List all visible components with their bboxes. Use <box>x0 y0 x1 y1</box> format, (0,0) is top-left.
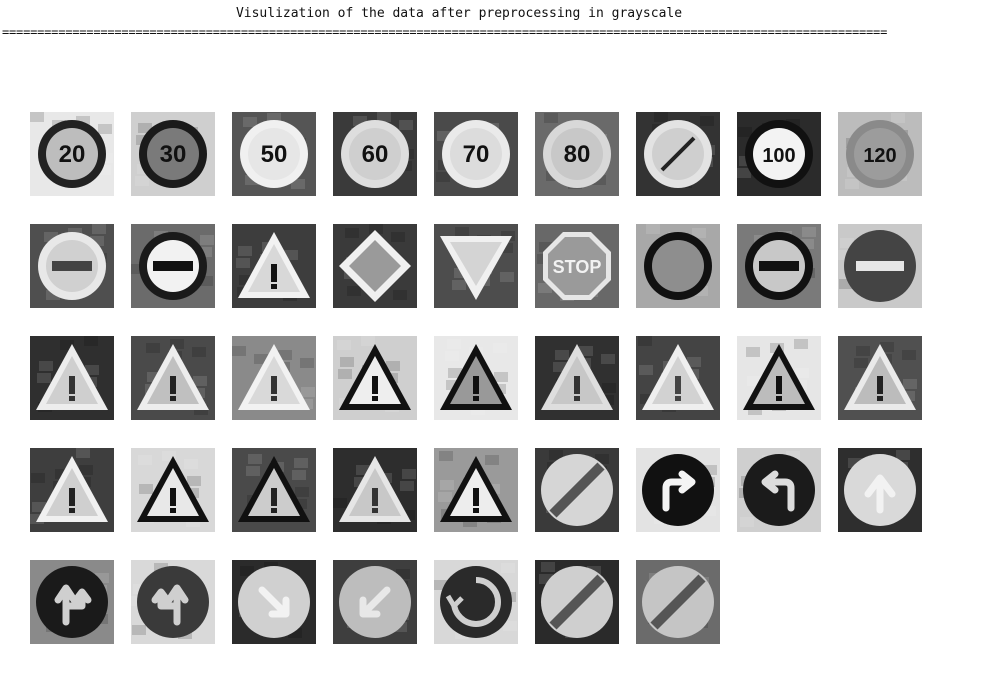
sign-thumbnail <box>838 224 922 308</box>
sign-thumbnail: 20 <box>30 112 114 196</box>
image-grid: 20 30 50 60 70 80 100 120 STOP <box>30 112 930 652</box>
sign-thumbnail <box>131 560 215 644</box>
sign-thumbnail: 50 <box>232 112 316 196</box>
svg-text:120: 120 <box>863 145 896 167</box>
sign-thumbnail <box>535 560 619 644</box>
sign-thumbnail <box>232 224 316 308</box>
sign-thumbnail: 70 <box>434 112 518 196</box>
svg-text:STOP: STOP <box>553 257 602 277</box>
sign-thumbnail <box>434 448 518 532</box>
sign-thumbnail <box>131 224 215 308</box>
sign-thumbnail <box>636 448 720 532</box>
sign-thumbnail <box>838 336 922 420</box>
sign-thumbnail <box>636 224 720 308</box>
svg-text:60: 60 <box>362 141 389 168</box>
sign-thumbnail <box>30 448 114 532</box>
sign-thumbnail <box>737 448 821 532</box>
sign-thumbnail <box>333 448 417 532</box>
sign-thumbnail: 120 <box>838 112 922 196</box>
sign-thumbnail <box>333 224 417 308</box>
sign-thumbnail <box>737 336 821 420</box>
sign-thumbnail <box>636 112 720 196</box>
output-title: Visulization of the data after preproces… <box>235 6 683 21</box>
sign-thumbnail: STOP <box>535 224 619 308</box>
sign-thumbnail: 30 <box>131 112 215 196</box>
svg-text:80: 80 <box>564 141 591 168</box>
sign-thumbnail <box>333 560 417 644</box>
sign-thumbnail: 100 <box>737 112 821 196</box>
separator-line: ========================================… <box>2 26 888 38</box>
svg-text:70: 70 <box>463 141 490 168</box>
sign-thumbnail <box>838 448 922 532</box>
sign-thumbnail <box>30 336 114 420</box>
sign-thumbnail <box>30 560 114 644</box>
sign-thumbnail <box>30 224 114 308</box>
sign-thumbnail <box>131 336 215 420</box>
svg-text:30: 30 <box>160 141 187 168</box>
sign-thumbnail <box>131 448 215 532</box>
sign-thumbnail <box>737 224 821 308</box>
sign-thumbnail <box>232 336 316 420</box>
sign-thumbnail <box>333 336 417 420</box>
sign-thumbnail <box>535 448 619 532</box>
sign-thumbnail <box>434 560 518 644</box>
svg-text:20: 20 <box>59 141 86 168</box>
sign-thumbnail <box>232 560 316 644</box>
svg-text:50: 50 <box>261 141 288 168</box>
sign-thumbnail <box>434 224 518 308</box>
sign-thumbnail: 60 <box>333 112 417 196</box>
sign-thumbnail <box>535 336 619 420</box>
sign-thumbnail: 80 <box>535 112 619 196</box>
sign-thumbnail <box>636 336 720 420</box>
svg-text:100: 100 <box>762 145 795 167</box>
sign-thumbnail <box>434 336 518 420</box>
sign-thumbnail <box>232 448 316 532</box>
sign-thumbnail <box>636 560 720 644</box>
